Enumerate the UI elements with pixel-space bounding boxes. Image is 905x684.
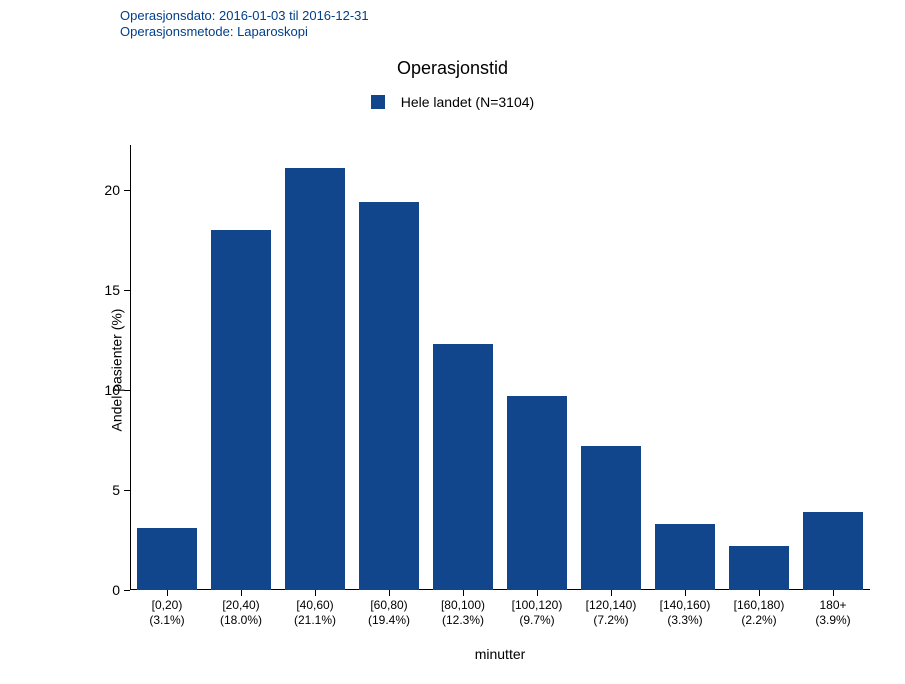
- y-tick: [124, 290, 130, 291]
- meta-block: Operasjonsdato: 2016-01-03 til 2016-12-3…: [120, 8, 369, 41]
- y-tick: [124, 190, 130, 191]
- meta-line-1: Operasjonsdato: 2016-01-03 til 2016-12-3…: [120, 8, 369, 24]
- x-tick-label: [20,40)(18.0%): [220, 598, 262, 628]
- bar: [581, 446, 642, 590]
- chart-title: Operasjonstid: [0, 58, 905, 79]
- bar: [211, 230, 272, 590]
- bar: [285, 168, 346, 590]
- y-tick-label: 5: [90, 482, 120, 498]
- x-tick-label: [140,160)(3.3%): [660, 598, 711, 628]
- legend-swatch: [371, 95, 385, 109]
- x-tick-label: [80,100)(12.3%): [441, 598, 485, 628]
- bar: [729, 546, 790, 590]
- bars-group: [130, 150, 870, 590]
- x-tick-label: [120,140)(7.2%): [586, 598, 637, 628]
- chart-container: Operasjonsdato: 2016-01-03 til 2016-12-3…: [0, 0, 905, 684]
- bar: [507, 396, 568, 590]
- x-labels: [0,20)(3.1%) [20,40)(18.0%) [40,60)(21.1%)…: [130, 594, 870, 634]
- meta-line-2: Operasjonsmetode: Laparoskopi: [120, 24, 369, 40]
- plot-area: Andel pasienter (%) [0,20)(3.1%)[20,40)(…: [130, 150, 870, 590]
- x-tick-label: [160,180)(2.2%): [734, 598, 785, 628]
- y-tick: [124, 590, 130, 591]
- x-tick-label: [40,60)(21.1%): [294, 598, 336, 628]
- legend-label: Hele landet (N=3104): [401, 94, 534, 110]
- y-axis-label: Andel pasienter (%): [108, 309, 124, 432]
- x-tick-label: [100,120)(9.7%): [512, 598, 563, 628]
- x-tick-label: [60,80)(19.4%): [368, 598, 410, 628]
- y-tick: [124, 490, 130, 491]
- chart-legend: Hele landet (N=3104): [0, 94, 905, 110]
- x-axis-label: minutter: [130, 646, 870, 662]
- bar: [137, 528, 198, 590]
- x-tick-label: 180+(3.9%): [815, 598, 850, 628]
- y-tick-label: 0: [90, 582, 120, 598]
- y-tick-label: 15: [90, 282, 120, 298]
- bar: [433, 344, 494, 590]
- bar: [803, 512, 864, 590]
- x-tick-label: [0,20)(3.1%): [149, 598, 184, 628]
- bar: [359, 202, 420, 590]
- y-tick-label: 20: [90, 182, 120, 198]
- y-tick-label: 10: [90, 382, 120, 398]
- bar: [655, 524, 716, 590]
- y-tick: [124, 390, 130, 391]
